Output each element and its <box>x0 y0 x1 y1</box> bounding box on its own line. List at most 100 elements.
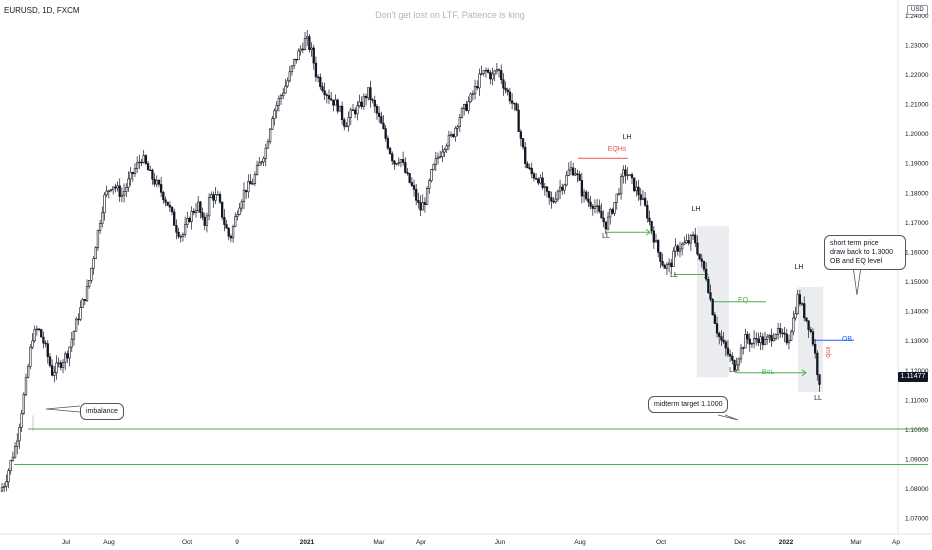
candle <box>425 188 429 205</box>
candle <box>214 194 217 201</box>
candle <box>704 268 708 280</box>
candle <box>48 356 52 366</box>
candle <box>79 307 82 320</box>
candle <box>460 108 464 118</box>
candle <box>271 118 274 130</box>
candle <box>685 240 688 244</box>
y-tick-label: 1.11000 <box>905 397 928 404</box>
candle <box>312 47 315 64</box>
candle <box>61 362 65 368</box>
candle <box>794 313 797 319</box>
x-tick-label: 2021 <box>300 539 315 546</box>
candle <box>325 94 328 96</box>
candle <box>20 413 23 428</box>
candle <box>417 200 420 203</box>
candle <box>702 261 706 270</box>
candle <box>194 210 198 213</box>
candle <box>452 134 455 138</box>
candle <box>617 193 621 195</box>
candle <box>24 376 28 395</box>
annotation-ll: LL <box>602 233 610 240</box>
candle <box>811 331 815 345</box>
candle <box>188 218 191 222</box>
candle <box>661 261 664 266</box>
candle <box>192 210 195 213</box>
candle <box>393 160 396 165</box>
candle <box>694 234 697 244</box>
candle <box>561 186 564 191</box>
candle <box>57 362 60 364</box>
imbalance-pointer <box>45 405 81 413</box>
candle <box>428 180 431 189</box>
candle <box>447 135 451 147</box>
currency-badge[interactable]: USD <box>907 5 928 15</box>
candle <box>539 177 542 184</box>
candle <box>74 318 78 332</box>
y-tick-label: 1.12000 <box>905 368 929 375</box>
candle <box>40 329 43 338</box>
candle <box>436 156 440 159</box>
candle <box>541 177 544 188</box>
candle <box>164 199 167 203</box>
candle <box>478 73 481 89</box>
candle <box>66 353 69 359</box>
candle <box>665 264 669 269</box>
candle <box>724 341 727 349</box>
y-tick-label: 1.10000 <box>905 427 929 434</box>
candle <box>116 185 119 189</box>
candle <box>201 212 204 218</box>
candle <box>266 141 270 149</box>
candle <box>502 79 505 89</box>
candle <box>118 185 121 197</box>
candle <box>129 172 132 180</box>
candle <box>715 323 719 334</box>
candle <box>297 50 300 61</box>
bol-arrow-3-head <box>801 369 807 377</box>
candle <box>816 352 819 376</box>
x-tick-label: 2022 <box>779 539 794 546</box>
candle <box>471 93 475 95</box>
candle <box>72 330 76 340</box>
candle <box>144 155 148 164</box>
candle <box>521 138 525 148</box>
annotation-lh: LH <box>795 264 804 271</box>
candle <box>360 101 363 108</box>
candle <box>382 122 385 129</box>
candle <box>465 104 468 111</box>
candle <box>785 333 788 344</box>
candle <box>430 169 433 182</box>
candle <box>591 205 594 209</box>
candle <box>774 334 778 339</box>
candle <box>681 243 684 250</box>
x-tick-label: Jun <box>495 539 506 546</box>
candle <box>127 178 130 188</box>
candle <box>50 365 54 376</box>
candle <box>678 248 682 252</box>
x-tick-label: Mar <box>850 539 862 546</box>
candle <box>212 194 215 201</box>
candle <box>354 109 357 115</box>
candle <box>105 190 108 196</box>
candle <box>576 173 579 175</box>
candle <box>728 353 732 357</box>
candle <box>153 178 156 185</box>
candle <box>7 470 10 483</box>
candle <box>310 47 313 50</box>
candle <box>90 267 93 281</box>
candle <box>526 163 529 169</box>
candle <box>349 109 352 118</box>
candle <box>210 194 213 198</box>
candle <box>648 217 651 222</box>
candle <box>711 299 714 316</box>
y-tick-label: 1.15000 <box>905 279 929 286</box>
x-tick-label: Aug <box>103 539 115 546</box>
candle <box>707 278 710 293</box>
y-tick-label: 1.17000 <box>905 220 929 227</box>
candle <box>733 360 736 371</box>
candle <box>330 98 333 101</box>
symbol-title[interactable]: EURUSD, 1D, FXCM <box>4 6 80 15</box>
candle <box>672 250 675 267</box>
candle <box>408 173 411 183</box>
candle <box>657 240 660 253</box>
